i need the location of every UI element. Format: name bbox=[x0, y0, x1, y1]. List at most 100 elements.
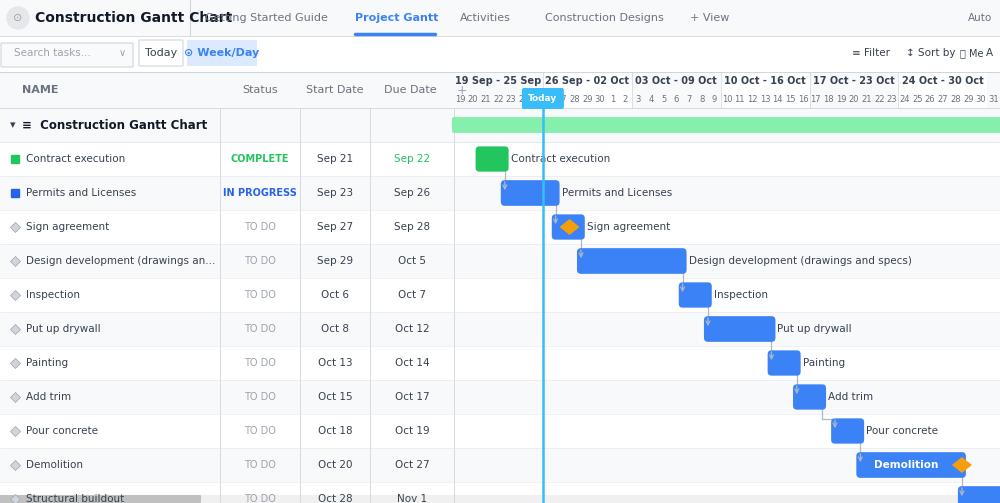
Text: 6: 6 bbox=[674, 95, 679, 104]
Text: Sign agreement: Sign agreement bbox=[587, 222, 670, 232]
Text: ↕ Sort by: ↕ Sort by bbox=[906, 48, 956, 58]
Bar bbox=[0, 414, 1000, 448]
Bar bbox=[0, 312, 1000, 346]
Text: 10 Oct - 16 Oct: 10 Oct - 16 Oct bbox=[724, 76, 806, 86]
Bar bbox=[543, 72, 632, 108]
Text: 7: 7 bbox=[686, 95, 692, 104]
Text: 19: 19 bbox=[836, 95, 847, 104]
Text: 27: 27 bbox=[938, 95, 948, 104]
Text: Add trim: Add trim bbox=[828, 392, 873, 402]
FancyBboxPatch shape bbox=[793, 384, 826, 409]
Bar bbox=[0, 278, 1000, 312]
Text: 14: 14 bbox=[773, 95, 783, 104]
Text: Oct 27: Oct 27 bbox=[395, 460, 429, 470]
Bar bbox=[898, 72, 987, 108]
Text: 8: 8 bbox=[699, 95, 704, 104]
Text: Oct 13: Oct 13 bbox=[318, 358, 352, 368]
Text: Getting Started Guide: Getting Started Guide bbox=[205, 13, 328, 23]
Text: +: + bbox=[457, 83, 467, 97]
Text: 20: 20 bbox=[468, 95, 478, 104]
Text: Sep 22: Sep 22 bbox=[394, 154, 430, 164]
Text: 3: 3 bbox=[635, 95, 641, 104]
FancyBboxPatch shape bbox=[501, 180, 560, 206]
Text: A: A bbox=[986, 48, 993, 58]
Text: 28: 28 bbox=[950, 95, 961, 104]
Text: TO DO: TO DO bbox=[244, 256, 276, 266]
FancyBboxPatch shape bbox=[831, 418, 864, 444]
Bar bbox=[0, 380, 1000, 414]
Text: Today: Today bbox=[528, 94, 558, 103]
Text: Permits and Licenses: Permits and Licenses bbox=[562, 188, 672, 198]
Text: 👤 Me: 👤 Me bbox=[960, 48, 984, 58]
Bar bbox=[454, 72, 543, 108]
Text: Construction Gantt Chart: Construction Gantt Chart bbox=[35, 11, 232, 25]
Text: 11: 11 bbox=[734, 95, 745, 104]
Text: 22: 22 bbox=[493, 95, 504, 104]
Text: 9: 9 bbox=[712, 95, 717, 104]
Bar bbox=[0, 176, 1000, 210]
Text: Put up drywall: Put up drywall bbox=[777, 324, 852, 334]
Polygon shape bbox=[560, 219, 580, 235]
Text: 26: 26 bbox=[925, 95, 935, 104]
Bar bbox=[721, 72, 810, 108]
Text: Sep 27: Sep 27 bbox=[317, 222, 353, 232]
Text: Oct 28: Oct 28 bbox=[318, 494, 352, 503]
FancyBboxPatch shape bbox=[522, 88, 564, 109]
Text: 24: 24 bbox=[519, 95, 529, 104]
Text: Put up drywall: Put up drywall bbox=[26, 324, 101, 334]
Text: 24 Oct - 30 Oct: 24 Oct - 30 Oct bbox=[902, 76, 984, 86]
Text: Start Date: Start Date bbox=[306, 85, 364, 95]
Text: 19: 19 bbox=[455, 95, 466, 104]
Text: 13: 13 bbox=[760, 95, 770, 104]
Bar bbox=[0, 0, 1000, 36]
Text: 22: 22 bbox=[874, 95, 885, 104]
Text: Design development (drawings an...: Design development (drawings an... bbox=[26, 256, 215, 266]
Text: Oct 17: Oct 17 bbox=[395, 392, 429, 402]
Text: TO DO: TO DO bbox=[244, 460, 276, 470]
Text: Due Date: Due Date bbox=[384, 85, 436, 95]
Text: 25: 25 bbox=[531, 95, 542, 104]
FancyBboxPatch shape bbox=[856, 452, 966, 478]
Text: 24: 24 bbox=[900, 95, 910, 104]
Text: Oct 18: Oct 18 bbox=[318, 426, 352, 436]
Text: Sep 23: Sep 23 bbox=[317, 188, 353, 198]
Bar bbox=[0, 36, 1000, 72]
Text: 17 Oct - 23 Oct: 17 Oct - 23 Oct bbox=[813, 76, 895, 86]
Text: Pour concrete: Pour concrete bbox=[866, 426, 938, 436]
Text: Oct 14: Oct 14 bbox=[395, 358, 429, 368]
Text: Oct 12: Oct 12 bbox=[395, 324, 429, 334]
Circle shape bbox=[7, 7, 29, 29]
Text: 20: 20 bbox=[849, 95, 859, 104]
Text: Painting: Painting bbox=[803, 358, 845, 368]
Text: Oct 8: Oct 8 bbox=[321, 324, 349, 334]
Text: IN PROGRESS: IN PROGRESS bbox=[223, 188, 297, 198]
FancyBboxPatch shape bbox=[0, 495, 201, 503]
Text: 10: 10 bbox=[722, 95, 732, 104]
Text: TO DO: TO DO bbox=[244, 426, 276, 436]
Text: Status: Status bbox=[242, 85, 278, 95]
FancyBboxPatch shape bbox=[552, 214, 585, 239]
Text: Sep 29: Sep 29 bbox=[317, 256, 353, 266]
FancyBboxPatch shape bbox=[768, 351, 801, 376]
FancyBboxPatch shape bbox=[958, 486, 1000, 503]
Text: 25: 25 bbox=[912, 95, 923, 104]
Text: Oct 19: Oct 19 bbox=[395, 426, 429, 436]
Text: ≡  Construction Gantt Chart: ≡ Construction Gantt Chart bbox=[22, 119, 207, 131]
Text: 17: 17 bbox=[811, 95, 821, 104]
Bar bbox=[810, 72, 898, 108]
Text: Pour concrete: Pour concrete bbox=[26, 426, 98, 436]
Text: Inspection: Inspection bbox=[26, 290, 80, 300]
Bar bbox=[0, 495, 1000, 503]
Text: Construction Designs: Construction Designs bbox=[545, 13, 664, 23]
Text: ≡ Filter: ≡ Filter bbox=[852, 48, 890, 58]
Text: Inspection: Inspection bbox=[714, 290, 768, 300]
FancyBboxPatch shape bbox=[704, 316, 775, 342]
Text: Painting: Painting bbox=[26, 358, 68, 368]
FancyBboxPatch shape bbox=[1, 43, 133, 67]
Text: Contract execution: Contract execution bbox=[511, 154, 610, 164]
Text: Permits and Licenses: Permits and Licenses bbox=[26, 188, 136, 198]
Text: 30: 30 bbox=[595, 95, 605, 104]
FancyBboxPatch shape bbox=[139, 40, 183, 66]
Text: Project Gantt: Project Gantt bbox=[355, 13, 438, 23]
Text: 1: 1 bbox=[610, 95, 615, 104]
